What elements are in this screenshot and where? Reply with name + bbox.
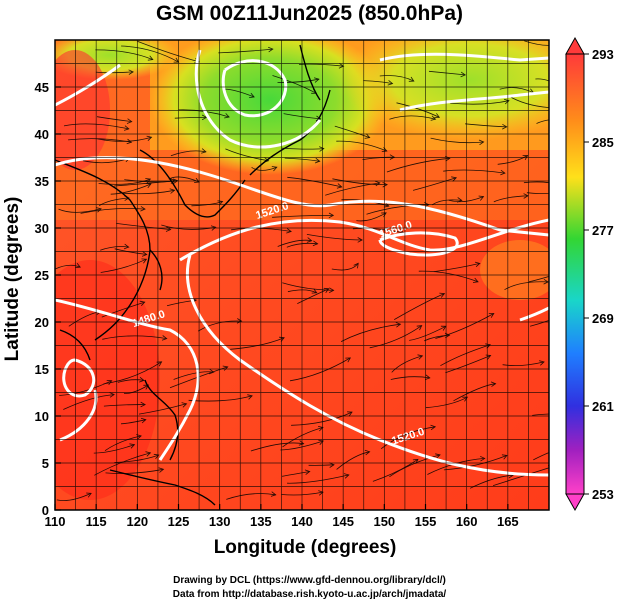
latitude-tick-label: 30 <box>35 221 49 236</box>
drawing-credit: Drawing by DCL (https://www.gfd-dennou.o… <box>173 575 446 586</box>
colorbar-tick-label: 277 <box>592 223 614 238</box>
latitude-tick-label: 40 <box>35 127 49 142</box>
data-credit: Data from http://database.rish.kyoto-u.a… <box>172 589 447 600</box>
latitude-tick-label: 15 <box>35 362 49 377</box>
longitude-tick-label: 165 <box>497 514 519 529</box>
colorbar-tick-label: 285 <box>592 135 614 150</box>
latitude-tick-label: 5 <box>42 456 49 471</box>
longitude-tick-label: 140 <box>291 514 313 529</box>
colorbar-tick-label: 269 <box>592 311 614 326</box>
latitude-tick-label: 25 <box>35 268 49 283</box>
geopotential-contours <box>55 49 549 477</box>
latitude-tick-label: 0 <box>42 503 49 518</box>
latitude-tick-label: 10 <box>35 409 49 424</box>
longitude-tick-label: 135 <box>250 514 272 529</box>
colorbar-tick-label: 253 <box>592 487 614 502</box>
colorbar-top-arrow <box>565 36 585 55</box>
longitude-tick-label: 125 <box>168 514 190 529</box>
coastline <box>55 44 331 506</box>
latitude-tick-label: 35 <box>35 174 49 189</box>
latitude-tick-label: 45 <box>35 80 49 95</box>
longitude-tick-label: 155 <box>415 514 437 529</box>
longitude-tick-label: 150 <box>373 514 395 529</box>
longitude-ticks: 110 115 120 125 130 135 140 145 150 155 160 165 <box>45 504 519 529</box>
latitude-ticks: 0 5 10 15 20 25 30 35 40 45 <box>35 80 61 518</box>
colorbar: 293 285 277 269 261 253 <box>565 36 614 512</box>
longitude-tick-label: 120 <box>126 514 148 529</box>
map-title: GSM 00Z11Jun2025 (850.0hPa) <box>156 2 463 25</box>
longitude-tick-label: 160 <box>456 514 478 529</box>
longitude-tick-label: 130 <box>209 514 231 529</box>
colorbar-tick-label: 261 <box>592 399 614 414</box>
lat-lon-grid <box>54 39 550 511</box>
colorbar-scale <box>565 53 585 495</box>
latitude-tick-label: 20 <box>35 315 49 330</box>
longitude-tick-label: 110 <box>45 514 66 529</box>
longitude-tick-label: 145 <box>332 514 354 529</box>
colorbar-bottom-arrow <box>565 493 585 512</box>
colorbar-tick-label: 293 <box>592 47 614 62</box>
longitude-tick-label: 115 <box>86 514 107 529</box>
